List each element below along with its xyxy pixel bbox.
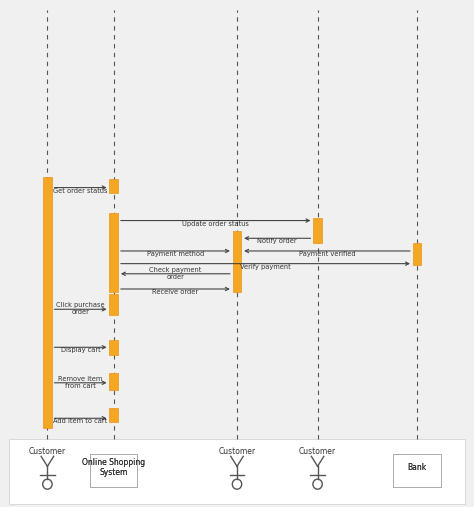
Text: Update order status: Update order status	[182, 221, 249, 227]
Bar	[109, 373, 118, 390]
Text: Remove item
from cart: Remove item from cart	[58, 376, 103, 389]
FancyBboxPatch shape	[9, 439, 465, 504]
Text: Add item to cart: Add item to cart	[54, 418, 108, 424]
Bar	[109, 294, 118, 315]
Bar	[313, 218, 322, 243]
Text: Payment verified: Payment verified	[299, 251, 356, 257]
Bar	[109, 179, 118, 193]
FancyBboxPatch shape	[90, 454, 137, 487]
Text: Customer: Customer	[29, 447, 66, 456]
Bar	[43, 177, 52, 428]
Text: Customer: Customer	[299, 447, 336, 456]
Text: Check payment
order: Check payment order	[149, 267, 201, 280]
Bar	[109, 408, 118, 422]
Text: Notify order: Notify order	[257, 238, 297, 244]
Text: Bank: Bank	[408, 463, 427, 472]
Text: Click purchase
order: Click purchase order	[56, 302, 105, 315]
Text: Get order status: Get order status	[54, 188, 108, 194]
Bar	[109, 340, 118, 355]
Text: Payment method: Payment method	[147, 251, 204, 257]
Text: Receive order: Receive order	[152, 289, 199, 295]
Bar	[109, 213, 118, 292]
Text: Bank: Bank	[408, 463, 427, 472]
FancyBboxPatch shape	[393, 454, 441, 487]
Text: Online Shopping
System: Online Shopping System	[82, 458, 146, 478]
Bar	[413, 243, 421, 265]
Bar	[233, 231, 241, 292]
Text: Display cart: Display cart	[61, 347, 100, 353]
Text: Verify payment: Verify payment	[240, 264, 291, 270]
Text: Online Shopping
System: Online Shopping System	[82, 458, 146, 478]
Text: Customer: Customer	[219, 447, 255, 456]
